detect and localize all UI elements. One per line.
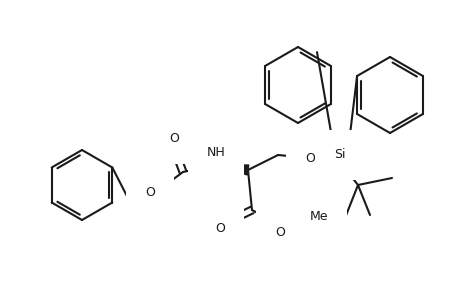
Text: O: O: [215, 221, 224, 235]
Text: NH: NH: [206, 146, 225, 160]
Polygon shape: [215, 164, 248, 175]
Text: Si: Si: [334, 148, 345, 161]
Text: Me: Me: [309, 209, 328, 223]
Text: O: O: [274, 226, 284, 239]
Text: O: O: [304, 152, 314, 164]
Text: O: O: [145, 185, 155, 199]
Text: O: O: [169, 133, 179, 146]
